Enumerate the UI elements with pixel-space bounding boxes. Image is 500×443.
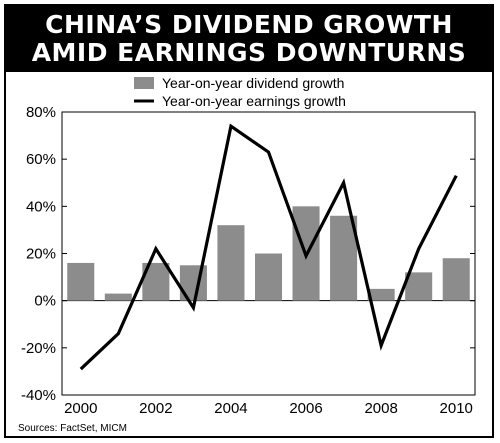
- dividend-growth-bar: [330, 215, 358, 301]
- x-tick-label: 2002: [139, 400, 172, 417]
- y-tick-label: -40%: [21, 387, 56, 404]
- x-tick-label: 2008: [364, 400, 397, 417]
- chart-title-banner: CHINA’S DIVIDEND GROWTH AMID EARNINGS DO…: [6, 6, 492, 72]
- x-tick-label: 2000: [64, 400, 97, 417]
- legend-label-earnings: Year-on-year earnings growth: [162, 93, 346, 109]
- source-note: Sources: FactSet, MICM: [18, 423, 127, 434]
- x-tick-label: 2006: [289, 400, 322, 417]
- y-tick-label: 0%: [34, 293, 56, 310]
- x-tick-label: 2010: [440, 400, 473, 417]
- y-tick-label: 80%: [26, 104, 56, 121]
- dividend-growth-bar: [367, 288, 395, 301]
- dividend-growth-bar: [67, 262, 95, 301]
- y-tick-label: 20%: [26, 246, 56, 263]
- dividend-growth-bar: [254, 253, 283, 301]
- y-tick-label: -20%: [21, 340, 56, 357]
- dividend-growth-bar: [405, 272, 433, 301]
- y-tick-label: 60%: [26, 151, 56, 168]
- dividend-growth-bar: [217, 225, 245, 301]
- chart-title-line-1: CHINA’S DIVIDEND GROWTH: [45, 10, 453, 39]
- dividend-growth-bar: [442, 258, 470, 301]
- legend-swatch-dividend: [134, 77, 154, 89]
- y-tick-label: 40%: [26, 198, 56, 215]
- earnings-growth-line: [79, 123, 458, 371]
- chart-title-line-2: AMID EARNINGS DOWNTURNS: [31, 38, 467, 67]
- legend-label-dividend: Year-on-year dividend growth: [162, 75, 344, 91]
- dividend-growth-bar: [104, 293, 132, 301]
- x-tick-label: 2004: [214, 400, 247, 417]
